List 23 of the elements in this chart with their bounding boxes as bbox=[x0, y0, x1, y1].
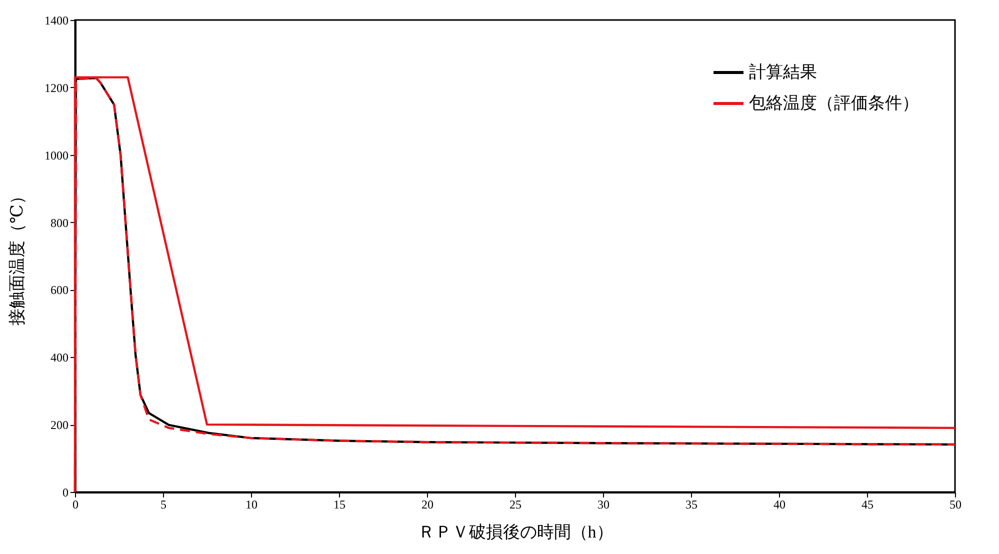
x-tick-label: 35 bbox=[686, 498, 698, 512]
x-tick-label: 15 bbox=[334, 498, 346, 512]
y-tick-label: 1000 bbox=[44, 148, 68, 162]
x-tick-label: 0 bbox=[72, 498, 78, 512]
x-tick-label: 20 bbox=[422, 498, 434, 512]
x-tick-label: 40 bbox=[774, 498, 786, 512]
x-tick-label: 25 bbox=[510, 498, 522, 512]
x-tick-label: 5 bbox=[160, 498, 166, 512]
x-tick-label: 50 bbox=[950, 498, 962, 512]
x-tick-label: 30 bbox=[598, 498, 610, 512]
y-tick-label: 1200 bbox=[44, 80, 68, 95]
y-tick-label: 0 bbox=[62, 486, 68, 500]
y-axis-title: 接触面温度（℃） bbox=[8, 187, 26, 326]
x-tick-label: 10 bbox=[246, 498, 258, 512]
y-tick-label: 1400 bbox=[44, 14, 68, 28]
x-axis-title: ＲＰＶ破損後の時間（h） bbox=[418, 522, 614, 542]
legend-label: 計算結果 bbox=[749, 62, 817, 82]
x-tick-label: 45 bbox=[862, 498, 874, 512]
y-tick-label: 200 bbox=[50, 418, 68, 432]
y-tick-label: 800 bbox=[50, 216, 68, 230]
y-tick-label: 600 bbox=[50, 283, 68, 298]
legend-label: 包絡温度（評価条件） bbox=[749, 94, 919, 112]
y-tick-label: 400 bbox=[50, 350, 68, 365]
